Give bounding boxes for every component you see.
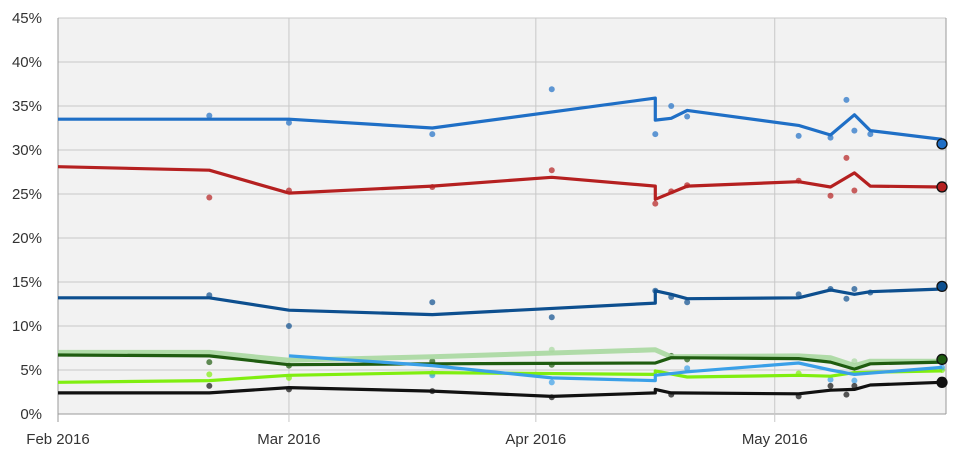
poll-point	[851, 127, 858, 134]
end-marker	[936, 181, 948, 193]
poll-point	[668, 103, 675, 109]
poll-point	[843, 96, 850, 103]
poll-point	[684, 299, 691, 306]
y-tick-label: 40%	[12, 54, 42, 71]
poll-point	[827, 376, 834, 383]
y-tick-label: 20%	[12, 230, 42, 247]
trend-line	[57, 369, 943, 384]
poll-point	[827, 382, 834, 389]
poll-point	[827, 192, 834, 199]
end-marker	[936, 138, 948, 150]
y-tick-label: 25%	[12, 186, 42, 203]
y-axis: 0% 5% 10% 15% 20% 25% 30% 35% 40% 45%	[12, 10, 42, 423]
poll-point	[851, 377, 858, 384]
y-tick-label: 10%	[12, 318, 42, 335]
poll-point	[843, 391, 850, 398]
poll-point	[206, 194, 213, 201]
trend-lines	[57, 96, 943, 398]
poll-point	[548, 86, 555, 93]
end-marker	[936, 376, 948, 388]
trend-line	[57, 165, 943, 201]
poll-point	[206, 382, 213, 389]
x-tick-label: Apr 2016	[505, 431, 566, 448]
poll-point	[206, 371, 213, 378]
y-tick-label: 15%	[12, 274, 42, 291]
trend-line	[58, 380, 943, 398]
trend-line	[58, 287, 943, 317]
poll-point	[867, 131, 874, 138]
x-axis: Feb 2016 Mar 2016 Apr 2016 May 2016	[26, 431, 807, 448]
poll-point	[652, 131, 659, 138]
end-markers	[936, 138, 948, 388]
trend-line	[57, 353, 943, 371]
y-tick-label: 30%	[12, 142, 42, 159]
poll-point	[429, 131, 436, 138]
plot-area	[58, 18, 946, 414]
poll-point	[285, 119, 292, 126]
poll-point	[652, 200, 659, 207]
y-tick-label: 5%	[20, 362, 42, 379]
x-tick-label: Feb 2016	[26, 431, 89, 448]
poll-point	[206, 359, 213, 366]
poll-point	[548, 314, 555, 321]
poll-point	[843, 154, 850, 161]
y-tick-label: 0%	[20, 406, 42, 423]
poll-point	[843, 295, 850, 302]
y-tick-label: 35%	[12, 98, 42, 115]
trend-line	[288, 354, 943, 383]
poll-point	[851, 286, 858, 293]
poll-point	[548, 167, 555, 174]
end-marker	[936, 280, 948, 293]
x-tick-label: May 2016	[742, 431, 808, 448]
x-tick-label: Mar 2016	[257, 431, 320, 448]
grid	[57, 17, 947, 422]
poll-point	[429, 299, 436, 306]
poll-point	[548, 379, 555, 386]
poll-point	[285, 323, 292, 329]
poll-point	[684, 113, 691, 120]
end-marker	[936, 353, 948, 366]
poll-point	[795, 132, 802, 139]
trend-line	[58, 96, 943, 141]
poll-point	[206, 112, 213, 119]
y-tick-label: 45%	[12, 10, 42, 27]
poll-point	[684, 365, 691, 372]
poll-point	[851, 187, 858, 194]
